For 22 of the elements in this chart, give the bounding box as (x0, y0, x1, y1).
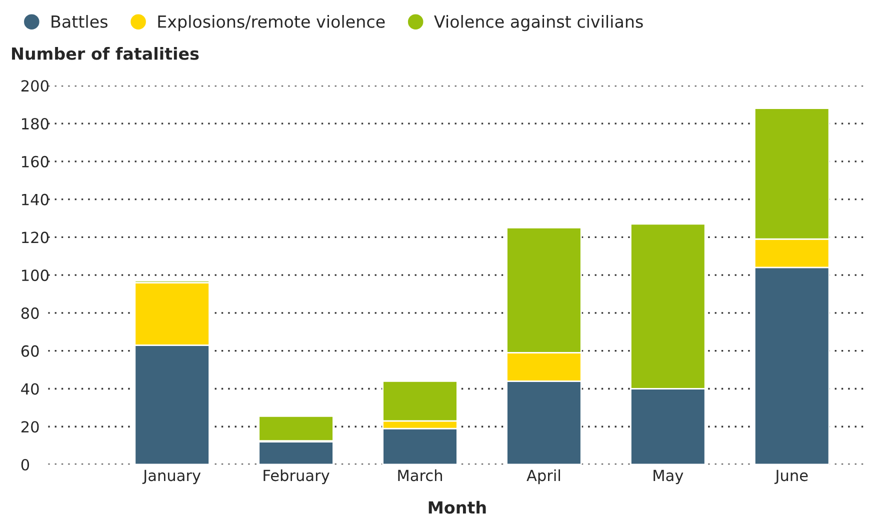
x-tick-label: January (142, 470, 201, 484)
y-tick-label: 200 (21, 80, 48, 92)
y-tick-label: 80 (21, 307, 39, 319)
x-tick-label: June (774, 470, 808, 484)
y-axis-title: Number of fatalities (12, 47, 199, 60)
y-tick-label: 60 (21, 345, 39, 357)
y-tick-label: 0 (21, 458, 30, 471)
y-tick-label: 100 (22, 270, 48, 282)
x-tick-label: May (654, 470, 684, 484)
x-tick-label: March (398, 469, 442, 482)
y-tick-label: 180 (22, 118, 48, 130)
y-tick-label: 140 (22, 194, 48, 206)
y-tick-label: 120 (22, 232, 48, 244)
x-tick-label: February (264, 469, 330, 484)
legend-label: Battles (52, 15, 108, 28)
x-tick-label: April (526, 469, 560, 484)
y-tick-label: 160 (22, 156, 48, 168)
legend-label: Violence against civilians (434, 15, 643, 32)
y-tick-label: 20 (21, 421, 39, 433)
x-axis-title: Month (428, 500, 486, 514)
y-tick-label: 40 (21, 383, 39, 395)
legend-label: Explosions/remote violence (158, 15, 385, 32)
